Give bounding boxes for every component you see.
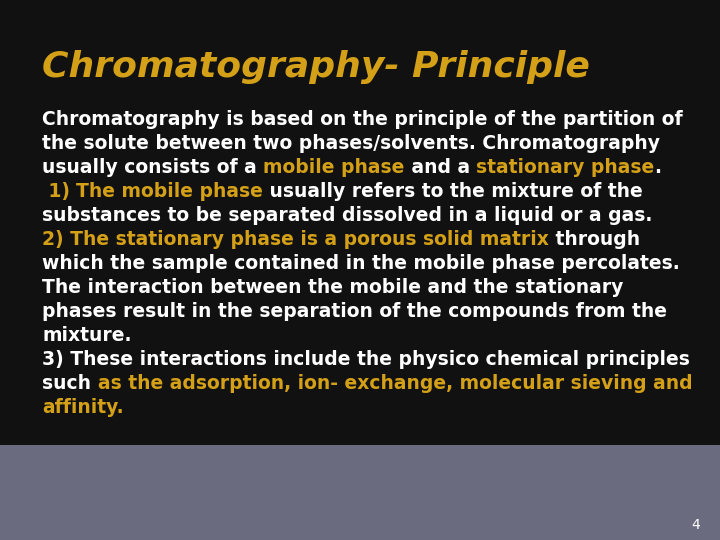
Text: The interaction between the mobile and the stationary: The interaction between the mobile and t… xyxy=(42,278,624,297)
Text: 2) The stationary phase is a porous solid matrix: 2) The stationary phase is a porous soli… xyxy=(42,230,549,249)
Text: The mobile phase: The mobile phase xyxy=(76,182,264,201)
Text: mixture.: mixture. xyxy=(42,326,132,345)
Text: usually refers to the mixture of the: usually refers to the mixture of the xyxy=(264,182,643,201)
Bar xyxy=(0,0,720,445)
Bar xyxy=(0,445,720,540)
Text: the solute between two phases/solvents. Chromatography: the solute between two phases/solvents. … xyxy=(42,134,660,153)
Text: substances to be separated dissolved in a liquid or a gas.: substances to be separated dissolved in … xyxy=(42,206,652,225)
Text: 4: 4 xyxy=(691,518,700,532)
Text: .: . xyxy=(654,158,662,177)
Text: affinity.: affinity. xyxy=(42,398,124,417)
Text: as the adsorption, ion- exchange, molecular sieving and: as the adsorption, ion- exchange, molecu… xyxy=(97,374,692,393)
Text: Chromatography- Principle: Chromatography- Principle xyxy=(42,50,590,84)
Text: 1): 1) xyxy=(42,182,76,201)
Text: stationary phase: stationary phase xyxy=(476,158,654,177)
Text: usually consists of a: usually consists of a xyxy=(42,158,264,177)
Text: 3) These interactions include the physico chemical principles: 3) These interactions include the physic… xyxy=(42,350,690,369)
Text: which the sample contained in the mobile phase percolates.: which the sample contained in the mobile… xyxy=(42,254,680,273)
Text: Chromatography is based on the principle of the partition of: Chromatography is based on the principle… xyxy=(42,110,683,129)
Text: phases result in the separation of the compounds from the: phases result in the separation of the c… xyxy=(42,302,667,321)
Text: such: such xyxy=(42,374,97,393)
Text: and a: and a xyxy=(405,158,476,177)
Text: mobile phase: mobile phase xyxy=(264,158,405,177)
Text: through: through xyxy=(549,230,640,249)
